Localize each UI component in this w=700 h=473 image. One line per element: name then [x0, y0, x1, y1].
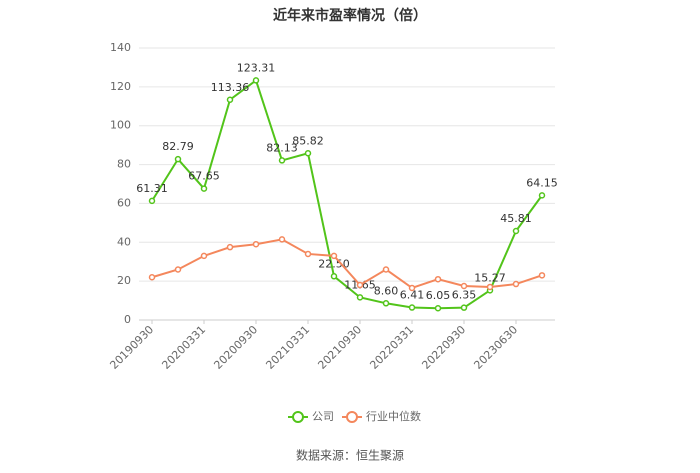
y-tick-label: 120: [110, 80, 131, 93]
x-tick-label: 20200331: [159, 323, 208, 372]
point: [278, 236, 286, 243]
point: [538, 192, 546, 199]
point: [174, 266, 182, 273]
x-tick-label: 20190930: [107, 323, 156, 372]
value-label: 6.05: [426, 289, 451, 302]
point: [408, 304, 416, 311]
value-label: 67.65: [188, 170, 220, 183]
value-label: 113.36: [211, 81, 250, 94]
x-tick-label: 20230630: [471, 323, 520, 372]
value-label: 123.31: [237, 61, 276, 74]
value-label: 6.35: [452, 289, 477, 302]
value-label: 85.82: [292, 134, 324, 147]
point: [330, 273, 338, 280]
source: 数据来源：恒生聚源: [296, 448, 404, 463]
point: [356, 294, 364, 301]
chart-title: 近年来市盈率情况（倍）: [273, 7, 427, 24]
point: [304, 150, 312, 157]
point: [408, 284, 416, 292]
legend-label: 行业中位数: [366, 409, 421, 423]
point: [174, 155, 182, 163]
value-label: 45.81: [500, 212, 532, 225]
point: [252, 77, 260, 84]
x-tick-label: 20210930: [315, 323, 364, 372]
value-label: 22.50: [318, 257, 350, 270]
point: [226, 243, 234, 251]
series-line: [151, 238, 543, 290]
y-tick-label: 140: [110, 41, 131, 54]
value-label: 8.60: [374, 284, 399, 297]
point: [512, 227, 520, 235]
y-tick-label: 0: [124, 313, 131, 326]
point: [304, 250, 312, 258]
value-label: 6.41: [400, 289, 425, 302]
value-label: 15.27: [474, 271, 506, 284]
point: [382, 300, 390, 307]
y-tick-label: 60: [117, 196, 131, 209]
point: [460, 304, 468, 311]
point: [434, 275, 442, 283]
legend-marker: [346, 411, 358, 423]
point: [148, 197, 156, 205]
y-tick-label: 100: [110, 119, 131, 132]
value-label: 64.15: [526, 176, 558, 189]
value-label: 82.79: [162, 140, 194, 153]
point: [382, 266, 390, 273]
x-tick-label: 20220930: [419, 323, 468, 372]
point: [226, 96, 234, 104]
point: [330, 252, 338, 260]
point: [512, 280, 520, 288]
legend-marker: [292, 411, 304, 423]
x-tick-label: 20200930: [211, 323, 260, 372]
point: [434, 304, 442, 312]
point: [356, 281, 364, 289]
point: [200, 185, 208, 192]
point: [538, 272, 546, 279]
point: [460, 282, 468, 290]
x-tick-label: 20220331: [367, 323, 416, 372]
value-label: 82.13: [266, 141, 298, 154]
point: [200, 252, 208, 260]
point: [252, 240, 260, 248]
y-tick-label: 20: [117, 274, 131, 287]
legend-label: 公司: [312, 410, 334, 423]
y-tick-label: 80: [117, 158, 131, 171]
value-label: 61.31: [136, 182, 168, 195]
point: [486, 283, 494, 291]
x-tick-label: 20210331: [263, 323, 312, 372]
point: [148, 274, 156, 281]
y-tick-label: 40: [117, 235, 131, 248]
series-line: [151, 78, 543, 310]
point: [278, 157, 286, 164]
